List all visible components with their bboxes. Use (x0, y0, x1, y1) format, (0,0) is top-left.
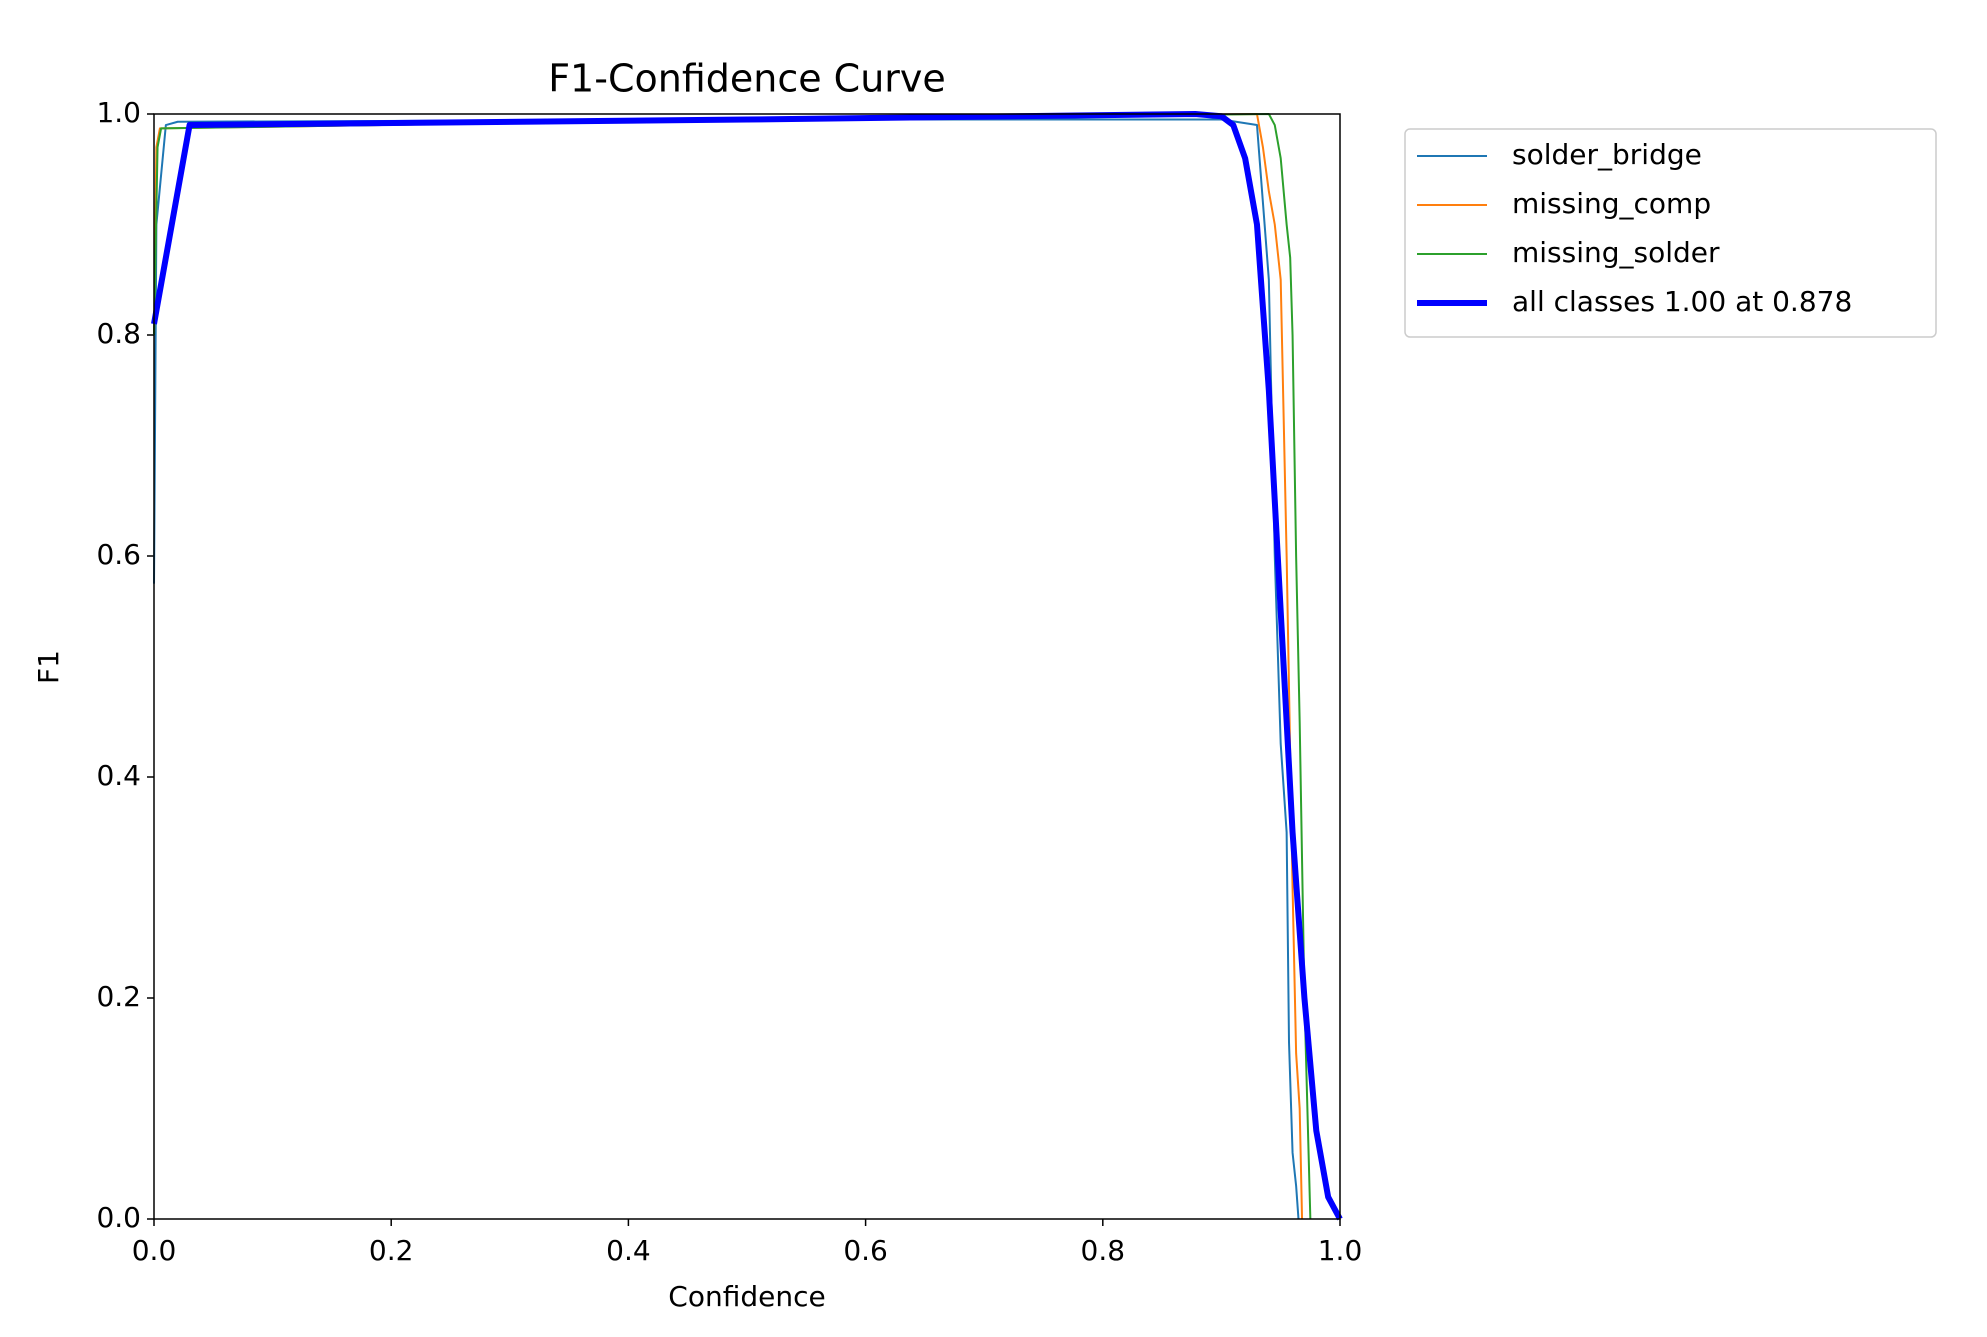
x-tick-label: 0.8 (1081, 1234, 1126, 1267)
legend-label: all classes 1.00 at 0.878 (1512, 285, 1852, 318)
legend-label: missing_solder (1512, 236, 1720, 269)
x-tick-label: 0.0 (132, 1234, 177, 1267)
y-axis-label: F1 (32, 650, 65, 684)
y-tick-label: 0.0 (96, 1201, 141, 1234)
y-tick-label: 0.4 (96, 759, 141, 792)
x-tick-label: 0.4 (606, 1234, 651, 1267)
y-tick-label: 1.0 (96, 96, 141, 129)
legend-label: missing_comp (1512, 187, 1711, 220)
chart-title: F1-Confidence Curve (548, 57, 946, 101)
series-line (151, 111, 1343, 1221)
legend-box (1404, 128, 1937, 338)
series-line (153, 118, 1300, 1220)
legend-label: solder_bridge (1512, 138, 1702, 171)
plot-frame (153, 113, 1341, 1220)
x-tick-label: 0.6 (843, 1234, 888, 1267)
y-tick-label: 0.2 (96, 980, 141, 1013)
x-tick-label: 0.2 (369, 1234, 414, 1267)
x-axis-label: Confidence (668, 1280, 825, 1313)
y-tick-label: 0.8 (96, 317, 141, 350)
y-tick-label: 0.6 (96, 538, 141, 571)
x-tick-label: 1.0 (1318, 1234, 1363, 1267)
